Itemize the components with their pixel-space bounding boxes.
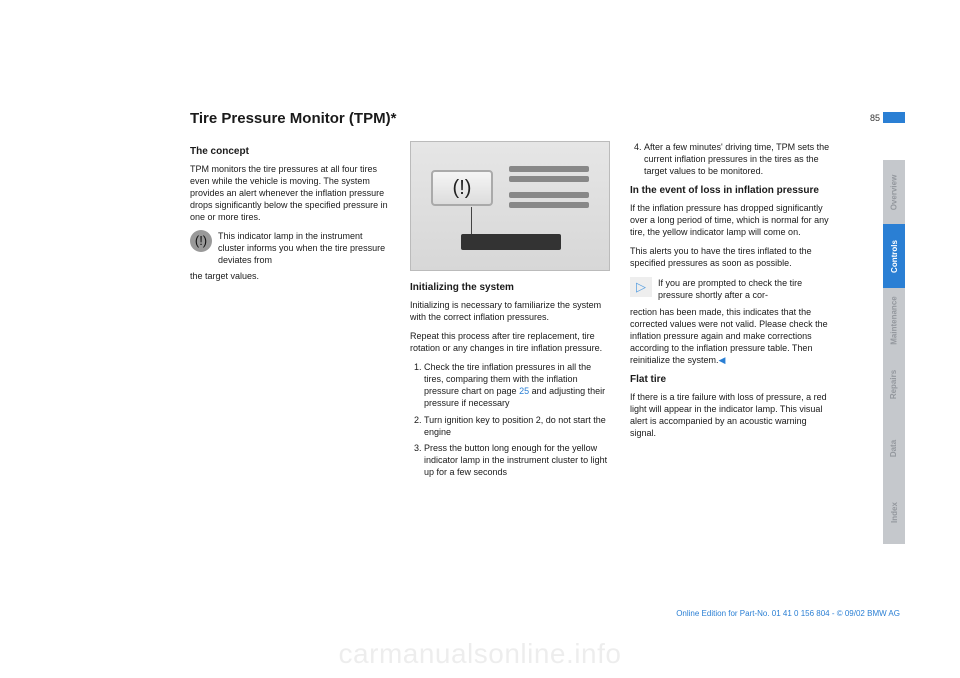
heading-concept: The concept [190, 145, 390, 159]
note-text: If you are prompted to check the tire pr… [658, 278, 802, 300]
tab-maintenance[interactable]: Maintenance [883, 288, 905, 352]
tab-label: Controls [890, 240, 899, 273]
figure-control-line [509, 192, 589, 198]
tab-repairs[interactable]: Repairs [883, 352, 905, 416]
paragraph-concept: TPM monitors the tire pressures at all f… [190, 163, 390, 224]
list-item: Check the tire inflation pressures in al… [424, 361, 610, 410]
figure-tpm-icon: (!) [453, 175, 472, 202]
tpm-button-figure: (!) [410, 141, 610, 271]
paragraph-flat: If there is a tire failure with loss of … [630, 391, 830, 440]
tab-data[interactable]: Data [883, 416, 905, 480]
column-2: (!) Initializing the system Initializing… [410, 141, 610, 485]
content-columns: The concept TPM monitors the tire pressu… [190, 141, 830, 485]
watermark: carmanualsonline.info [0, 638, 960, 670]
tab-label: Index [890, 502, 899, 523]
page-title: Tire Pressure Monitor (TPM)* [190, 110, 900, 127]
manual-page: 85 Tire Pressure Monitor (TPM)* The conc… [0, 0, 960, 678]
tpm-glyph-icon: (!) [195, 232, 207, 250]
indicator-text: This indicator lamp in the instrument cl… [218, 231, 385, 265]
list-item: Press the button long enough for the yel… [424, 442, 610, 478]
note-end-icon: ◀ [719, 355, 726, 365]
paragraph-init-2: Repeat this process after tire replaceme… [410, 330, 610, 354]
column-1: The concept TPM monitors the tire pressu… [190, 141, 390, 485]
tab-label: Repairs [890, 369, 899, 398]
list-item: After a few minutes' driving time, TPM s… [644, 141, 830, 177]
tab-label: Overview [890, 174, 899, 210]
list-item: Turn ignition key to position 2, do not … [424, 414, 610, 438]
note-tail-text: rection has been made, this indicates th… [630, 307, 828, 366]
page-reference-link[interactable]: 25 [519, 386, 529, 396]
init-steps-list-cont: After a few minutes' driving time, TPM s… [630, 141, 830, 177]
heading-loss: In the event of loss in inflation pressu… [630, 184, 830, 198]
figure-tpm-button: (!) [431, 170, 493, 206]
page-number: 85 [870, 113, 880, 123]
tab-label: Maintenance [890, 296, 899, 344]
note-arrow-icon: ▷ [630, 277, 652, 297]
tab-controls[interactable]: Controls [883, 224, 905, 288]
column-3: After a few minutes' driving time, TPM s… [630, 141, 830, 485]
paragraph-loss-1: If the inflation pressure has dropped si… [630, 202, 830, 238]
figure-control-line [509, 202, 589, 208]
figure-pointer-line [471, 207, 472, 237]
side-tabs: Overview Controls Maintenance Repairs Da… [883, 160, 905, 544]
figure-control-line [509, 176, 589, 182]
heading-initializing: Initializing the system [410, 281, 610, 295]
paragraph-loss-2: This alerts you to have the tires inflat… [630, 245, 830, 269]
figure-control-line [509, 166, 589, 172]
tab-overview[interactable]: Overview [883, 160, 905, 224]
figure-display [461, 234, 561, 250]
paragraph-init-1: Initializing is necessary to familiarize… [410, 299, 610, 323]
footer-text: Online Edition for Part-No. 01 41 0 156 … [676, 609, 900, 618]
paragraph-indicator-icon: (!) This indicator lamp in the instrumen… [190, 230, 390, 266]
page-marker [883, 112, 905, 123]
note-text-tail: rection has been made, this indicates th… [630, 306, 830, 367]
tab-index[interactable]: Index [883, 480, 905, 544]
init-steps-list: Check the tire inflation pressures in al… [410, 361, 610, 478]
indicator-text-tail: the target values. [190, 270, 390, 282]
paragraph-note-icon: ▷ If you are prompted to check the tire … [630, 277, 830, 303]
tpm-indicator-icon: (!) [190, 230, 212, 252]
tab-label: Data [890, 439, 899, 456]
heading-flat-tire: Flat tire [630, 373, 830, 387]
